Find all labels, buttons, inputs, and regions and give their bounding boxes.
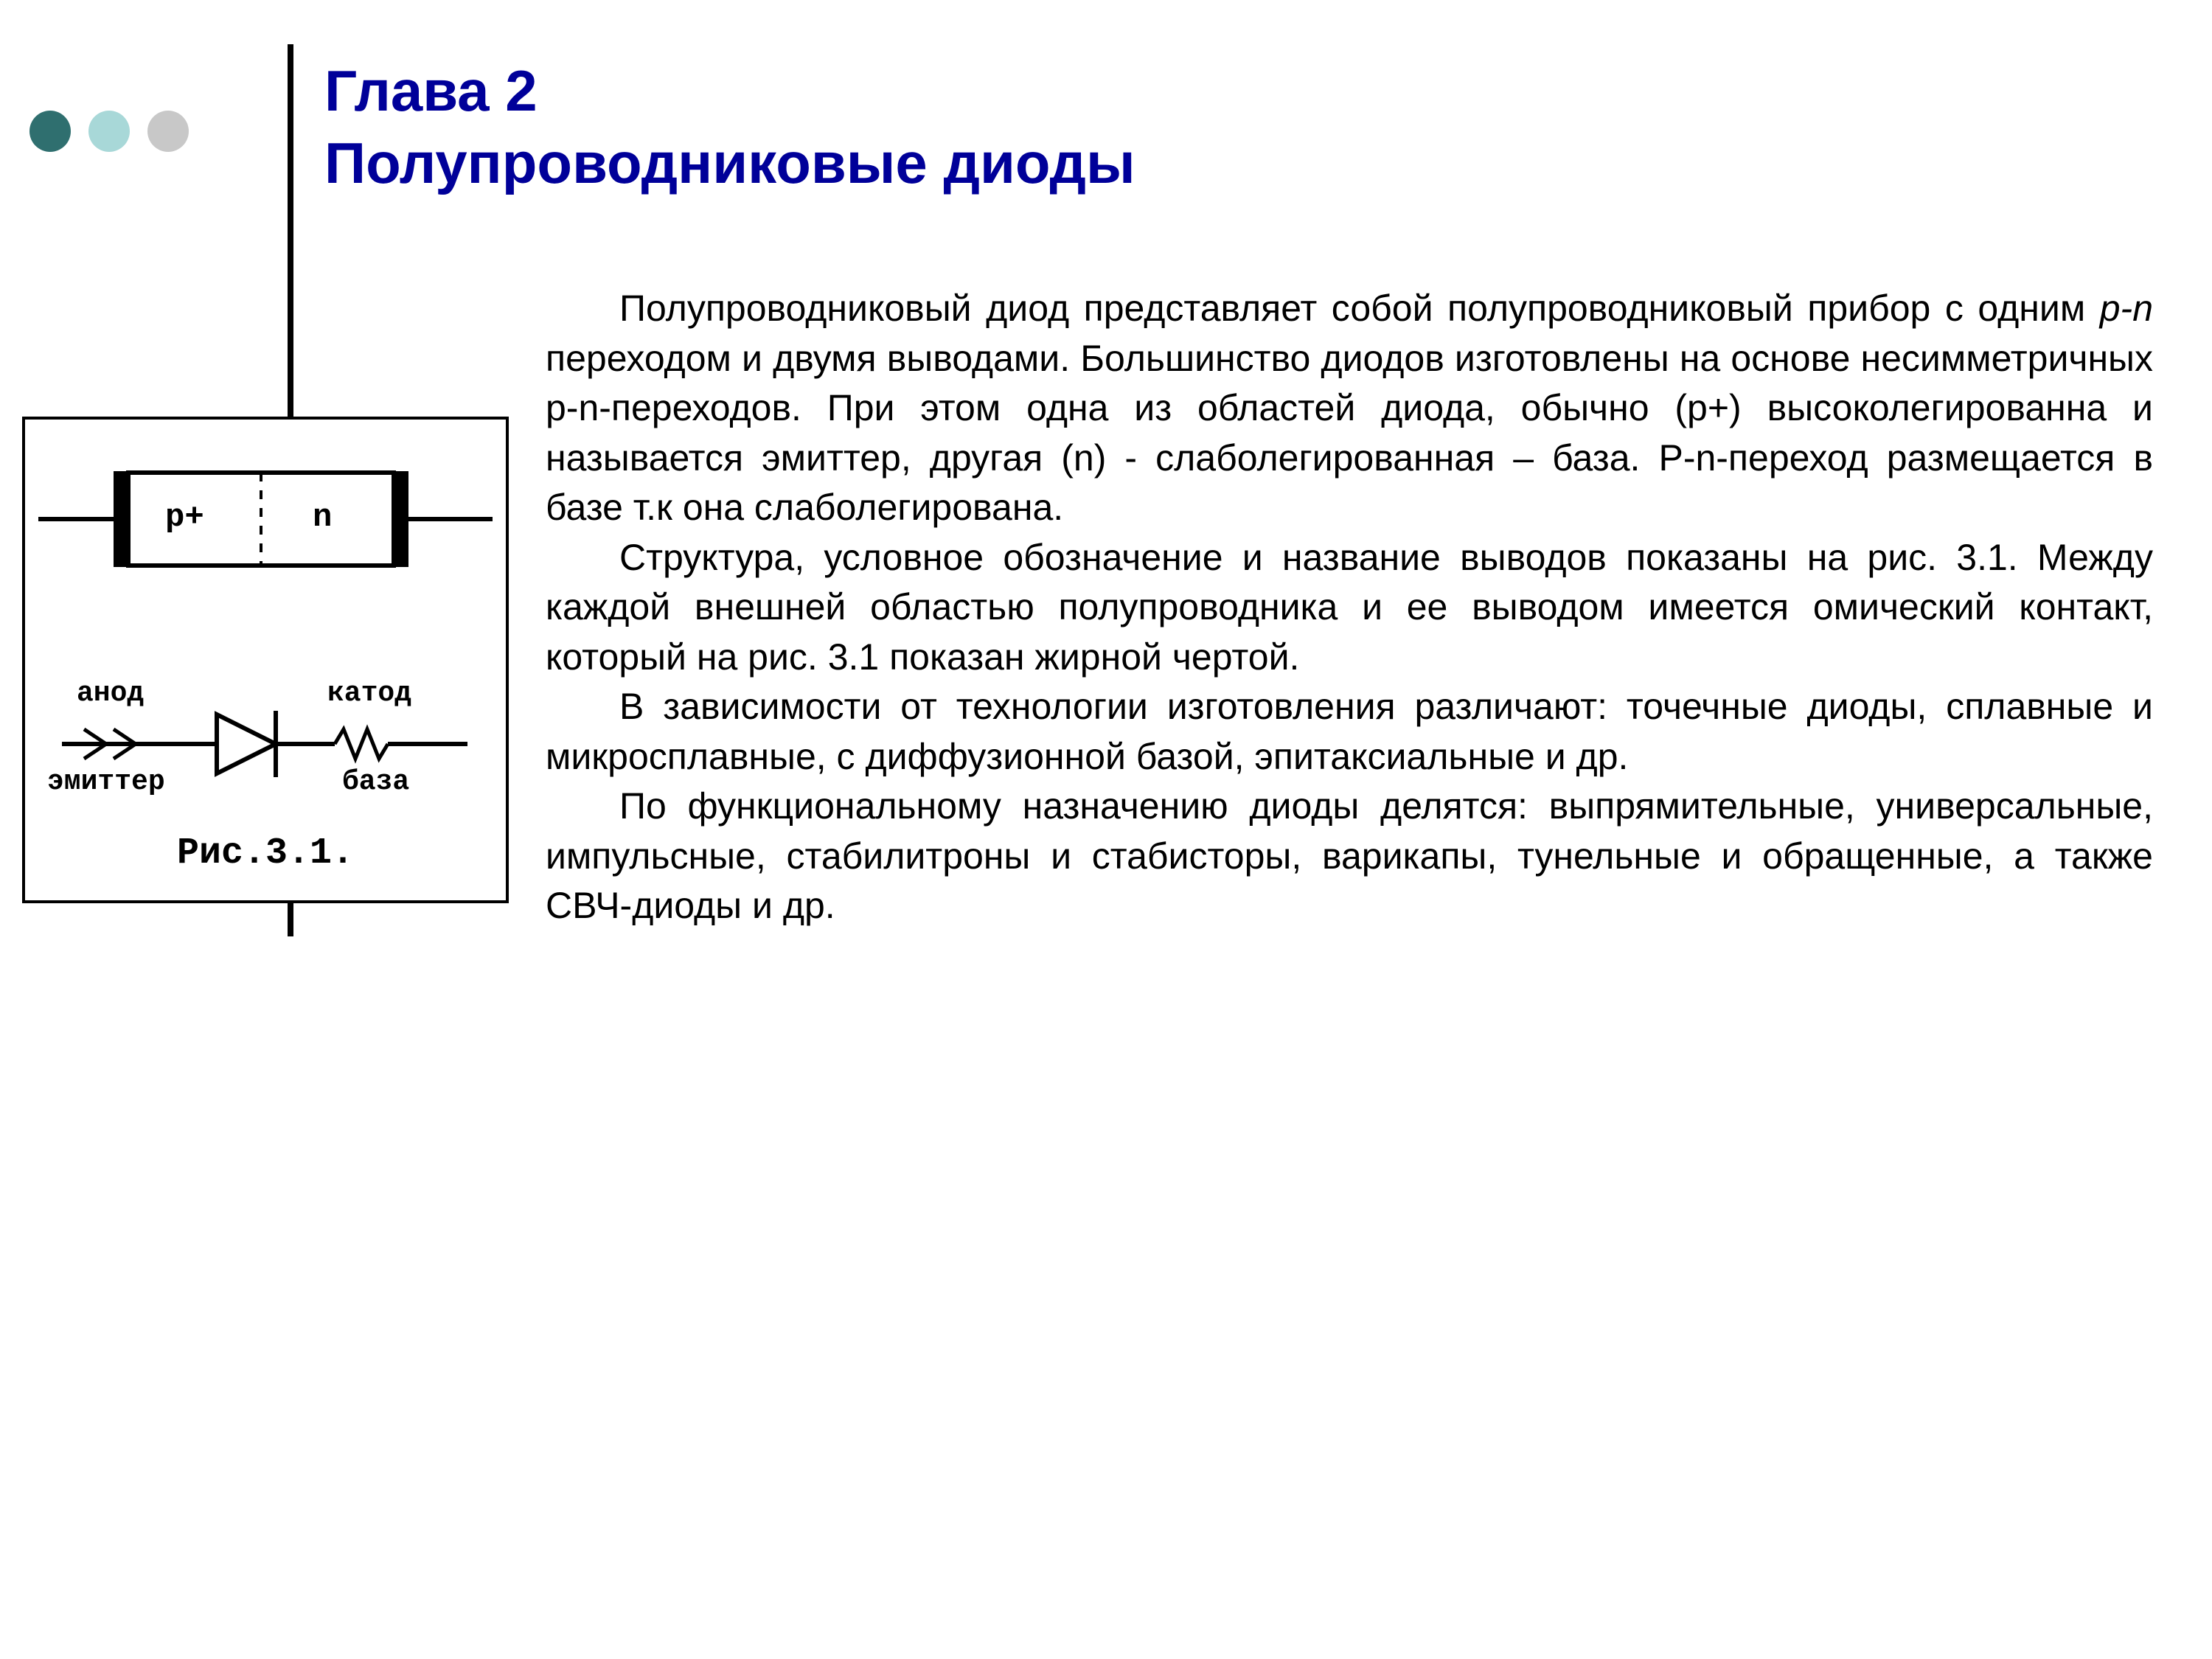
title-line-2: Полупроводниковые диоды bbox=[324, 128, 2094, 200]
p1-italic: p-n bbox=[2100, 288, 2153, 329]
figure-caption: Рис.3.1. bbox=[25, 832, 506, 874]
p1-part2: переходом и двумя выводами. Большинство … bbox=[546, 338, 2153, 529]
dot-2 bbox=[88, 111, 130, 152]
p1-part1: Полупроводниковый диод представляет собо… bbox=[619, 288, 2100, 329]
emitter-label: эмиттер bbox=[47, 766, 165, 798]
paragraph-4: По функциональному назначению диоды деля… bbox=[546, 782, 2153, 931]
cathode-label: катод bbox=[327, 678, 411, 709]
figure-svg bbox=[25, 420, 506, 900]
title-line-1: Глава 2 bbox=[324, 55, 2094, 128]
slide-title: Глава 2 Полупроводниковые диоды bbox=[324, 55, 2094, 199]
structure-n-label: n bbox=[313, 499, 332, 536]
structure-p-label: p+ bbox=[165, 499, 204, 536]
paragraph-2: Структура, условное обозначение и назван… bbox=[546, 533, 2153, 683]
decorative-dots bbox=[29, 111, 189, 152]
anode-label: анод bbox=[77, 678, 144, 709]
figure-3-1: p+ n анод катод эмиттер база Рис.3.1. bbox=[22, 417, 509, 903]
base-label: база bbox=[342, 766, 409, 798]
paragraph-3: В зависимости от технологии изготовления… bbox=[546, 682, 2153, 782]
dot-3 bbox=[147, 111, 189, 152]
paragraph-1: Полупроводниковый диод представляет собо… bbox=[546, 284, 2153, 533]
dot-1 bbox=[29, 111, 71, 152]
body-text: Полупроводниковый диод представляет собо… bbox=[546, 284, 2153, 931]
